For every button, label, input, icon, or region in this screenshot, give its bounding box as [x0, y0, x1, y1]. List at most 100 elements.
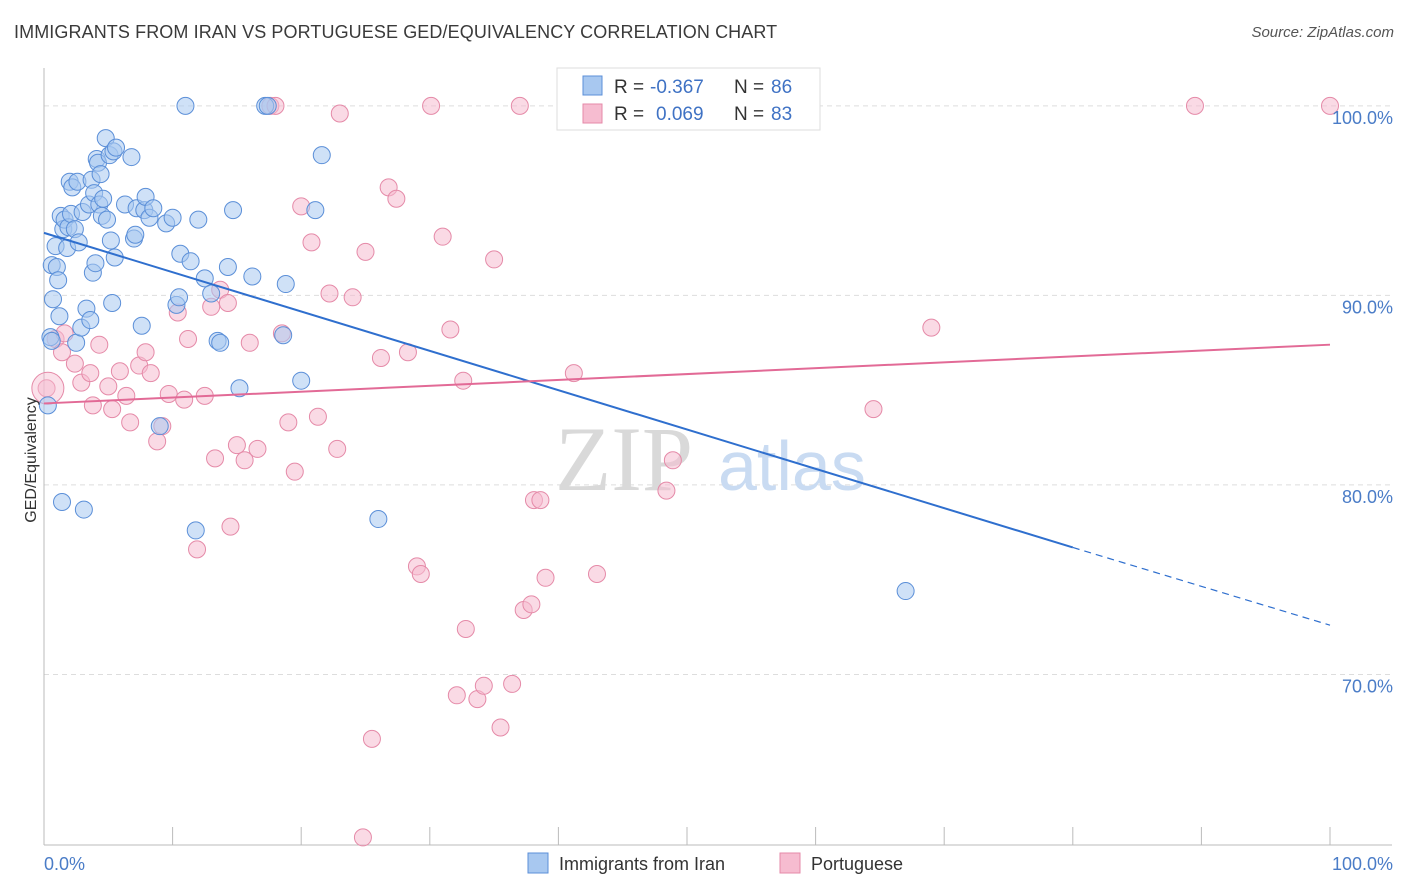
portuguese-point — [227, 436, 246, 455]
bottom-legend: Immigrants from Iran Portuguese — [527, 852, 903, 874]
iran-point — [243, 267, 262, 286]
portuguese-point — [510, 96, 529, 115]
legend-port-label: Portuguese — [811, 854, 903, 874]
portuguese-point — [285, 462, 304, 481]
iran-trend-line-extension — [1072, 546, 1331, 626]
portuguese-point — [587, 564, 606, 583]
portuguese-point — [308, 407, 327, 426]
iran-point — [186, 521, 205, 540]
portuguese-point — [302, 233, 321, 252]
portuguese-point — [447, 686, 466, 705]
iran-point — [230, 379, 249, 398]
portuguese-point — [411, 564, 430, 583]
portuguese-point — [83, 396, 102, 415]
portuguese-point — [235, 451, 254, 470]
portuguese-point — [1321, 96, 1339, 115]
iran-point — [181, 252, 200, 271]
iran-point — [105, 248, 124, 267]
portuguese-trend-line — [43, 343, 1331, 405]
iran-swatch — [582, 75, 603, 96]
portuguese-point — [240, 333, 259, 352]
portuguese-point — [657, 481, 676, 500]
portuguese-swatch — [582, 103, 603, 124]
portuguese-point — [663, 451, 682, 470]
portuguese-point — [320, 284, 339, 303]
iran-point — [67, 333, 86, 352]
portuguese-point — [179, 330, 198, 349]
portuguese-point — [441, 320, 460, 339]
portuguese-point — [159, 384, 178, 403]
legend-port-swatch — [779, 852, 801, 874]
portuguese-point — [141, 364, 160, 383]
iran-point — [81, 311, 100, 330]
portuguese-point — [343, 288, 362, 307]
axes-layer — [43, 68, 1392, 846]
portuguese-point — [356, 242, 375, 261]
iran-point — [103, 293, 122, 312]
portuguese-point — [206, 449, 225, 468]
portuguese-point — [65, 354, 84, 373]
legend-iran-swatch — [527, 852, 549, 874]
iran-point — [292, 371, 311, 390]
stats-legend: R = -0.367 N = 86 R = 0.069 N = 83 — [556, 67, 821, 131]
y-tick-label-100: 100.0% — [1332, 108, 1393, 128]
iran-r-value: -0.367 — [650, 77, 704, 98]
iran-point — [163, 208, 182, 227]
portuguese-point — [136, 343, 155, 362]
iran-point — [122, 148, 141, 167]
portuguese-point — [103, 400, 122, 419]
iran-point — [49, 271, 68, 290]
portuguese-point — [353, 828, 372, 847]
portuguese-point — [454, 371, 473, 390]
iran-point — [176, 96, 195, 115]
x-tick-label-start: 0.0% — [44, 854, 85, 874]
portuguese-point — [522, 595, 541, 614]
portuguese-point — [148, 432, 167, 451]
portuguese-point — [864, 400, 883, 419]
iran-point — [170, 288, 189, 307]
y-tick-label-70: 70.0% — [1342, 676, 1393, 696]
portuguese-point — [485, 250, 504, 269]
portuguese-point — [328, 439, 347, 458]
portuguese-point — [121, 413, 140, 432]
iran-point — [42, 331, 61, 350]
portuguese-point — [371, 348, 390, 367]
iran-point — [274, 326, 293, 345]
portuguese-point — [362, 729, 381, 748]
port-n-value: 83 — [771, 104, 792, 125]
portuguese-point — [117, 386, 136, 405]
x-tick-label-end: 100.0% — [1332, 854, 1393, 874]
iran-point — [126, 225, 145, 244]
portuguese-point — [99, 377, 118, 396]
chart-title: IMMIGRANTS FROM IRAN VS PORTUGUESE GED/E… — [14, 22, 778, 42]
iran-n-value: 86 — [771, 77, 792, 98]
port-n-label: N = — [734, 104, 764, 125]
y-axis-title: GED/Equivalency — [23, 397, 40, 522]
iran-point — [53, 492, 72, 511]
portuguese-point — [330, 104, 349, 123]
portuguese-point — [110, 362, 129, 381]
portuguese-point — [531, 491, 550, 510]
port-r-label: R = — [614, 104, 644, 125]
portuguese-point — [248, 439, 267, 458]
iran-point — [150, 417, 169, 436]
iran-points — [38, 96, 915, 601]
iran-point — [306, 201, 325, 220]
portuguese-point — [218, 293, 237, 312]
portuguese-point — [81, 364, 100, 383]
y-tick-label-80: 80.0% — [1342, 487, 1393, 507]
iran-point — [258, 96, 277, 115]
iran-point — [98, 210, 117, 229]
trend-layer — [43, 231, 1331, 626]
portuguese-point — [922, 318, 941, 337]
iran-point — [211, 333, 230, 352]
labels-layer: 70.0% 80.0% 90.0% 100.0% 0.0% 100.0% — [44, 108, 1393, 874]
portuguese-point — [503, 674, 522, 693]
portuguese-point — [433, 227, 452, 246]
iran-point — [86, 254, 105, 273]
iran-point — [369, 510, 388, 529]
iran-point — [69, 233, 88, 252]
iran-point — [44, 290, 63, 309]
portuguese-point — [474, 676, 493, 695]
